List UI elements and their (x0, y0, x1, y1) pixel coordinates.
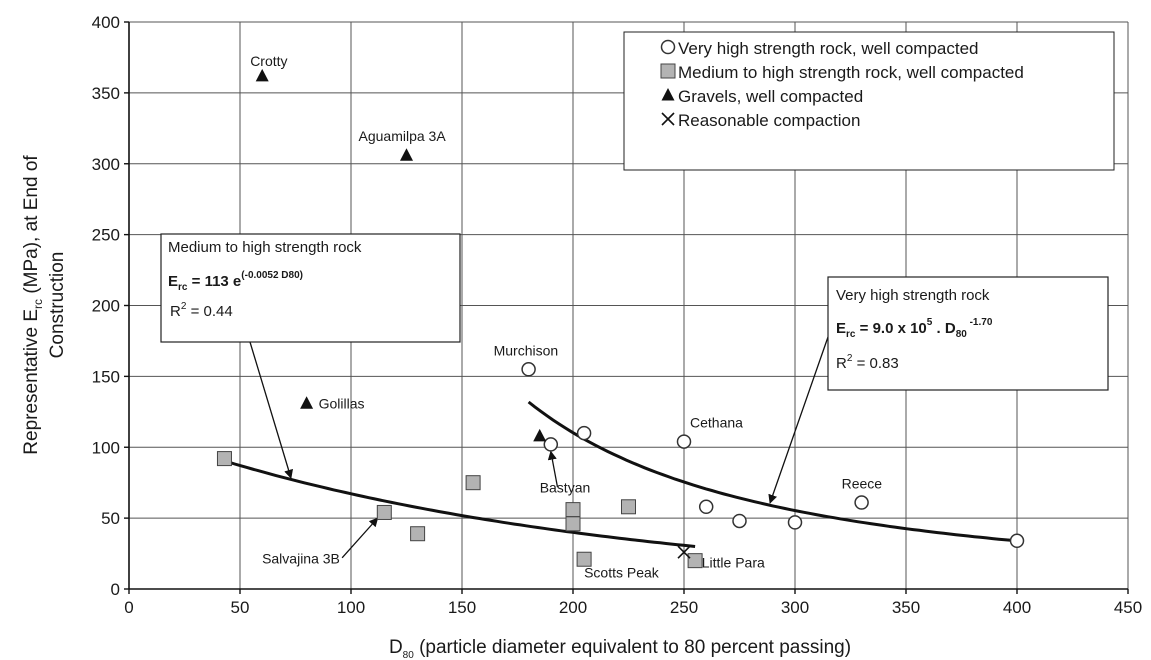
point-circle (787, 515, 803, 530)
y-tick-label: 50 (101, 509, 120, 528)
point-square (565, 502, 581, 518)
x-tick-label: 50 (231, 598, 250, 617)
callout-label: Bastyan (540, 480, 591, 496)
annotation-r-squared: R2 = 0.44 (170, 301, 233, 320)
point-triangle (400, 148, 413, 161)
callout-arrow (341, 517, 379, 559)
x-tick-label: 0 (124, 598, 133, 617)
point-label: Cethana (690, 415, 743, 431)
annotation-arrow (768, 336, 829, 504)
y-tick-label: 100 (92, 438, 120, 457)
point-square (565, 516, 581, 532)
fit-curve (228, 460, 696, 548)
callout-label: Little Para (702, 555, 765, 571)
annotation-arrow (249, 341, 293, 479)
annotation-box (160, 233, 461, 343)
point-square (216, 451, 232, 467)
x-tick-label: 400 (1003, 598, 1031, 617)
annotation-title: Medium to high strength rock (168, 239, 362, 256)
y-axis-label-line2: Construction (47, 252, 68, 359)
point-triangle (661, 88, 675, 101)
annotation-arrows (249, 336, 829, 559)
point-triangle (533, 428, 547, 442)
annotation-medium-rock: Medium to high strength rock Erc = 113 e… (160, 233, 461, 343)
point-circle (732, 513, 747, 529)
legend-label: Medium to high strength rock, well compa… (678, 63, 1024, 82)
x-tick-label: 200 (559, 598, 587, 617)
x-tick-label: 150 (448, 598, 476, 617)
x-tick-label: 350 (892, 598, 920, 617)
cross-stroke (677, 545, 691, 559)
point-circle (521, 362, 536, 377)
point-circle (543, 437, 559, 452)
x-tick-label: 100 (337, 598, 365, 617)
point-square (576, 551, 592, 567)
point-label: Crotty (250, 53, 287, 69)
point-triangle (255, 68, 269, 82)
annotation-equation: Erc = 9.0 x 105 . D80 -1.70 (836, 317, 993, 340)
y-tick-label: 400 (92, 13, 120, 32)
annotation-title: Very high strength rock (836, 287, 990, 304)
y-axis-label: Representative Erc (MPa), at End of Cons… (21, 155, 68, 455)
point-square (376, 504, 392, 520)
point-circle (698, 499, 714, 515)
point-label: Golillas (319, 395, 365, 411)
y-axis-label-line1: Representative Erc (MPa), at End of (21, 155, 45, 455)
annotation-equation: Erc = 113 e(-0.0052 D80) (168, 270, 303, 293)
legend-label: Gravels, well compacted (678, 87, 863, 106)
callout-label: Salvajina 3B (262, 550, 340, 566)
legend: Very high strength rock, well compacted M… (623, 31, 1115, 171)
point-square (465, 475, 481, 491)
y-tick-label: 250 (92, 226, 120, 245)
x-axis-label: D80 (particle diameter equivalent to 80 … (389, 637, 851, 660)
point-circle (576, 425, 592, 441)
point-square (621, 499, 636, 515)
point-labels: Murchison Cethana Reece Crotty Aguamilpa 3A G… (250, 53, 882, 581)
fit-curve (527, 400, 1018, 543)
legend-label: Reasonable compaction (678, 111, 860, 130)
x-tick-label: 300 (781, 598, 809, 617)
cross-stroke (661, 112, 675, 126)
point-label: Reece (842, 476, 883, 492)
point-cross (677, 545, 691, 559)
point-cross (661, 112, 675, 126)
callout-label: Scotts Peak (584, 565, 660, 581)
y-tick-label: 200 (92, 297, 120, 316)
axes: 0 50 100 150 200 250 300 350 400 450 0 50 100 150 200 2… (92, 13, 1143, 617)
point-circle (854, 495, 869, 510)
legend-box (623, 31, 1115, 171)
point-circle (1009, 533, 1025, 549)
y-tick-label: 300 (92, 155, 120, 174)
point-triangle (300, 396, 314, 409)
point-circle (660, 39, 676, 55)
y-tick-label: 0 (111, 580, 120, 599)
point-label: Aguamilpa 3A (359, 128, 447, 144)
point-square (660, 63, 676, 79)
annotation-very-high-rock: Very high strength rock Erc = 9.0 x 105 … (827, 276, 1109, 391)
callout-arrow (547, 450, 559, 488)
point-square (687, 553, 703, 569)
annotation-box (827, 276, 1109, 391)
annotation-r-squared: R2 = 0.83 (836, 353, 899, 372)
fit-curves (228, 400, 1018, 548)
y-tick-label: 150 (92, 367, 120, 386)
legend-label: Very high strength rock, well compacted (678, 39, 978, 58)
point-label: Murchison (494, 342, 559, 358)
y-tick-label: 350 (92, 84, 120, 103)
point-circle (676, 434, 692, 449)
data-points (216, 68, 1025, 569)
point-square (410, 526, 426, 542)
x-tick-label: 450 (1114, 598, 1142, 617)
x-tick-label: 250 (670, 598, 698, 617)
